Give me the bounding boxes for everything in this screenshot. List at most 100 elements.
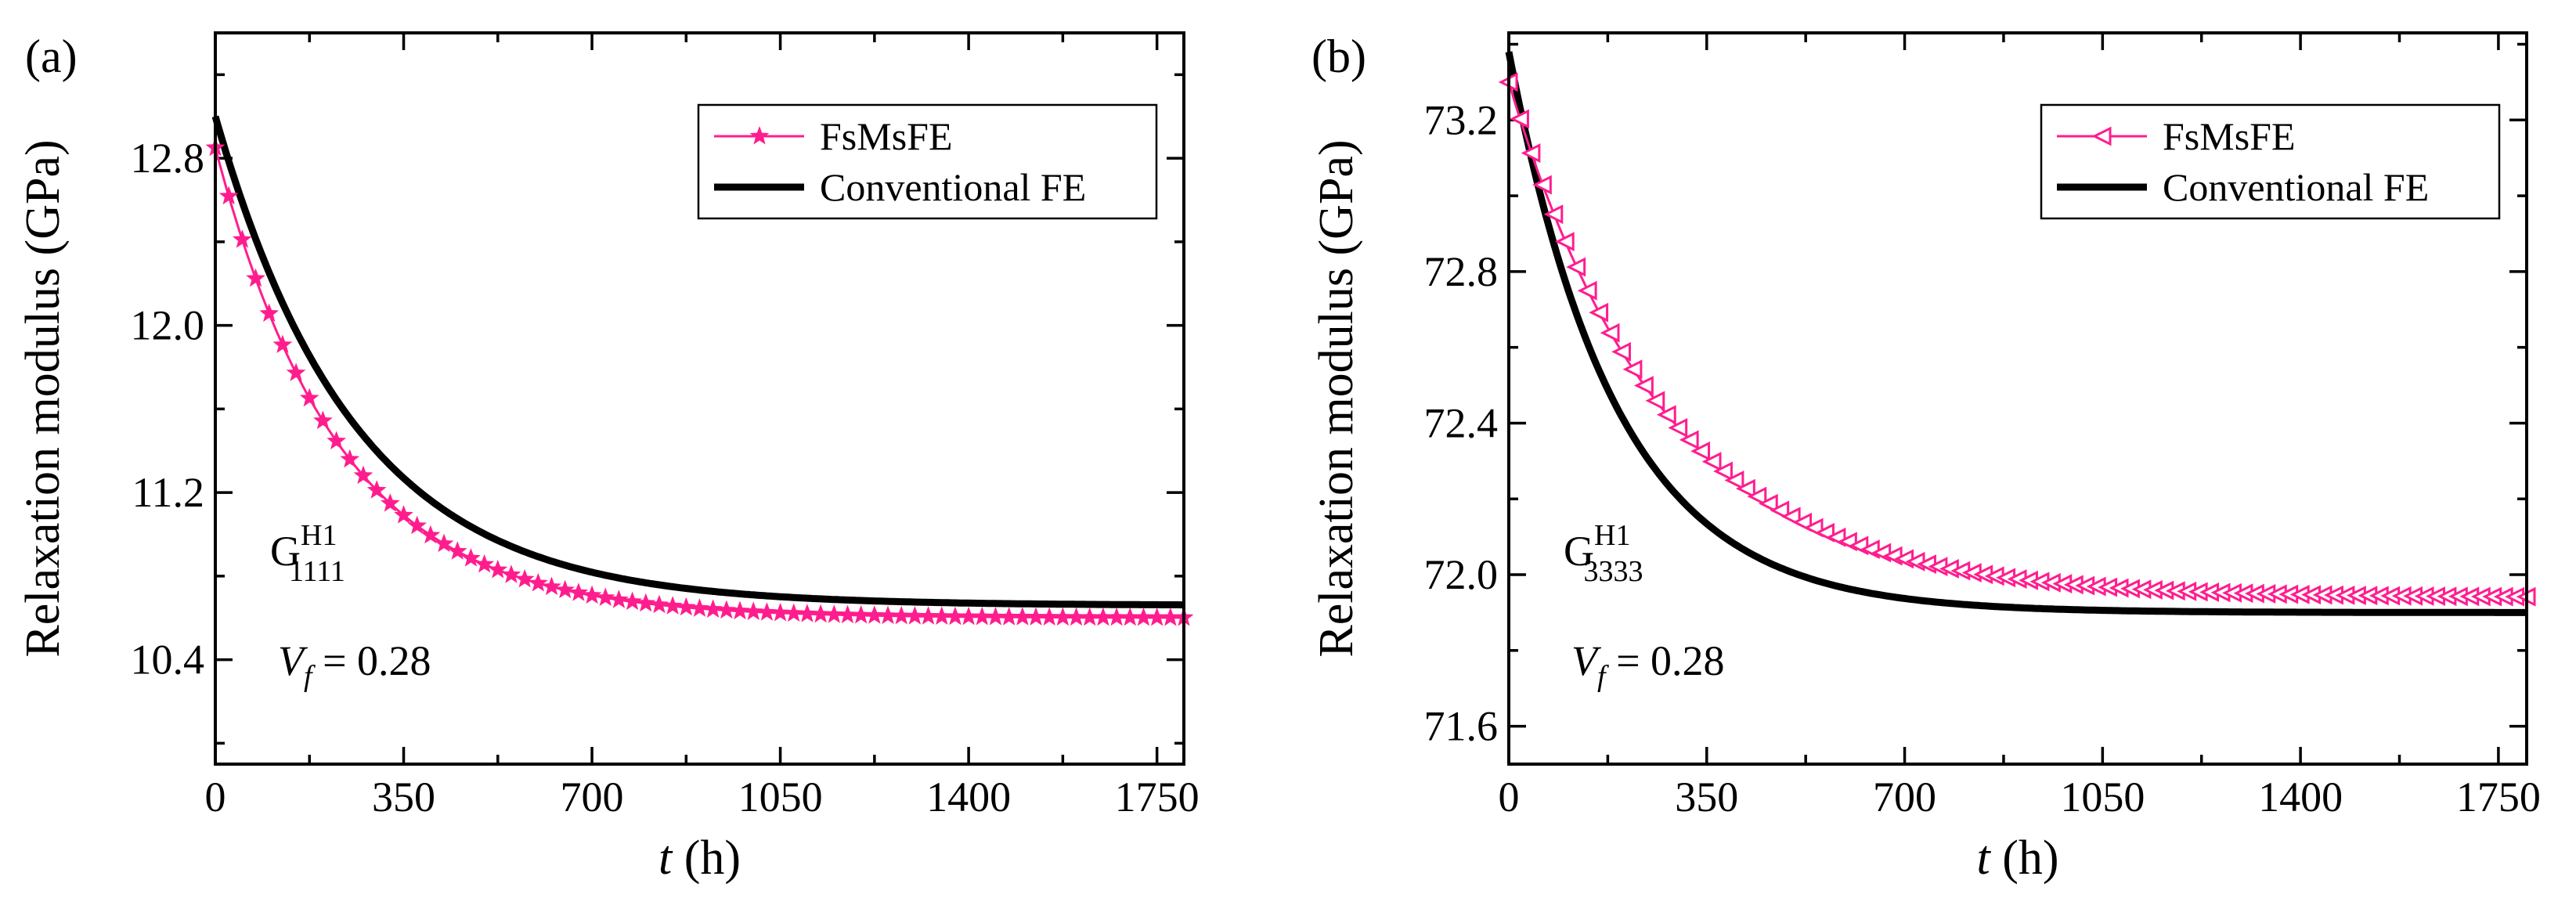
x-axis-label: t (h): [1976, 831, 2058, 885]
data-point: [474, 554, 494, 573]
data-point: [340, 449, 360, 468]
modulus-superscript: H1: [1594, 519, 1630, 552]
x-tick-label: 700: [561, 774, 624, 820]
data-point: [1780, 507, 1801, 527]
data-point: [1770, 500, 1790, 521]
data-point: [864, 605, 885, 624]
data-point: [918, 606, 938, 625]
data-point: [1053, 607, 1073, 626]
x-axis-unit: (h): [1990, 831, 2059, 885]
series-markers-fsmsfe: [1498, 72, 2536, 607]
data-point: [1039, 607, 1059, 626]
y-tick-label: 12.0: [131, 302, 205, 349]
data-point: [636, 593, 656, 612]
modulus-symbol: GH1 3333: [1564, 519, 1643, 588]
legend-box: [697, 103, 1158, 220]
legend-label-fsmsfe: FsMsFE: [820, 114, 953, 158]
data-point: [1521, 143, 1541, 163]
data-point: [1747, 486, 1767, 507]
data-point: [690, 598, 709, 617]
data-point: [932, 606, 952, 625]
data-point: [1656, 405, 1676, 425]
x-tick-label: 1750: [2456, 774, 2541, 820]
data-point: [246, 268, 265, 287]
data-point: [514, 568, 535, 588]
data-point: [1532, 175, 1552, 195]
legend-label-conventional: Conventional FE: [2163, 165, 2429, 209]
legend-label-conventional: Conventional FE: [820, 165, 1086, 209]
data-point: [381, 493, 400, 512]
data-point: [1735, 478, 1755, 499]
y-tick-label: 71.6: [1424, 703, 1499, 750]
data-point: [1701, 452, 1722, 472]
data-point: [1543, 204, 1564, 225]
x-tick-label: 0: [205, 774, 226, 820]
data-point: [878, 605, 898, 625]
data-point: [2091, 126, 2112, 146]
data-point: [770, 603, 790, 622]
x-tick-label: 1050: [2060, 774, 2145, 820]
legend-box: [2040, 103, 2501, 220]
data-point: [529, 573, 548, 592]
series-layer: [205, 115, 1194, 626]
x-tick-labels: 0 350 700 1050 1400 1750: [205, 774, 1200, 820]
vf-value: = 0.28: [312, 637, 431, 684]
y-axis-label: Relaxation modulus (GPa): [1310, 139, 1363, 657]
legend-marker-fsmsfe: [749, 126, 770, 145]
y-axis-label: Relaxation modulus (GPa): [16, 139, 70, 657]
x-tick-label: 1750: [1115, 774, 1200, 820]
series-markers-fsmsfe: [205, 137, 1194, 626]
y-tick-label: 11.2: [132, 469, 205, 516]
data-point: [286, 362, 306, 381]
data-point: [1645, 391, 1665, 411]
data-point: [1160, 607, 1181, 626]
data-point: [447, 541, 467, 560]
y-tick-label: 12.8: [131, 135, 205, 182]
data-point: [1080, 607, 1100, 626]
vf-symbol: V: [1571, 637, 1602, 684]
data-point: [749, 126, 770, 145]
panel-label: (a): [25, 31, 78, 82]
series-layer: [1498, 51, 2536, 616]
data-point: [810, 604, 831, 623]
data-point: [233, 229, 252, 248]
data-point: [972, 607, 992, 626]
data-point: [1066, 607, 1086, 626]
data-point: [1713, 461, 1733, 481]
data-point: [905, 606, 925, 625]
data-point: [1611, 341, 1631, 362]
plot-frame: [1507, 31, 2528, 766]
y-tick-label: 72.4: [1424, 399, 1499, 446]
legend: FsMsFE Conventional FE: [2040, 103, 2501, 220]
x-axis-unit: (h): [672, 831, 741, 885]
data-point: [1554, 232, 1575, 252]
x-tick-labels: 0 350 700 1050 1400 1750: [1499, 774, 2541, 820]
data-point: [1134, 607, 1153, 626]
data-point: [1120, 607, 1140, 626]
data-point: [1724, 471, 1744, 490]
data-point: [1577, 280, 1597, 301]
y-tick-labels: 71.6 72.0 72.4 72.8 73.2: [1424, 96, 1499, 749]
data-point: [595, 587, 615, 606]
data-point: [622, 591, 642, 611]
data-point: [986, 607, 1005, 626]
y-tick-label: 72.0: [1424, 551, 1499, 598]
data-point: [838, 604, 857, 624]
data-point: [999, 607, 1019, 626]
chart-panel-b: (b) 0 350 700 1050 1400 1750 71.6 72.0 7…: [1310, 31, 2541, 885]
data-point: [958, 606, 979, 626]
data-point: [1622, 359, 1643, 380]
data-point: [420, 525, 441, 544]
x-tick-label: 1400: [2258, 774, 2343, 820]
data-point: [824, 604, 844, 623]
modulus-letter: G: [270, 528, 301, 575]
data-point: [784, 603, 804, 622]
data-point: [1679, 430, 1699, 450]
legend: FsMsFE Conventional FE: [697, 103, 1158, 220]
chart-panel-a: (a) 0 350 700 1050 1400 1750 10.4 11.2 1…: [16, 31, 1200, 885]
modulus-subscript: 3333: [1583, 555, 1643, 588]
volume-fraction: Vf = 0.28: [278, 637, 431, 693]
x-tick-label: 0: [1499, 774, 1520, 820]
data-point: [461, 548, 481, 567]
